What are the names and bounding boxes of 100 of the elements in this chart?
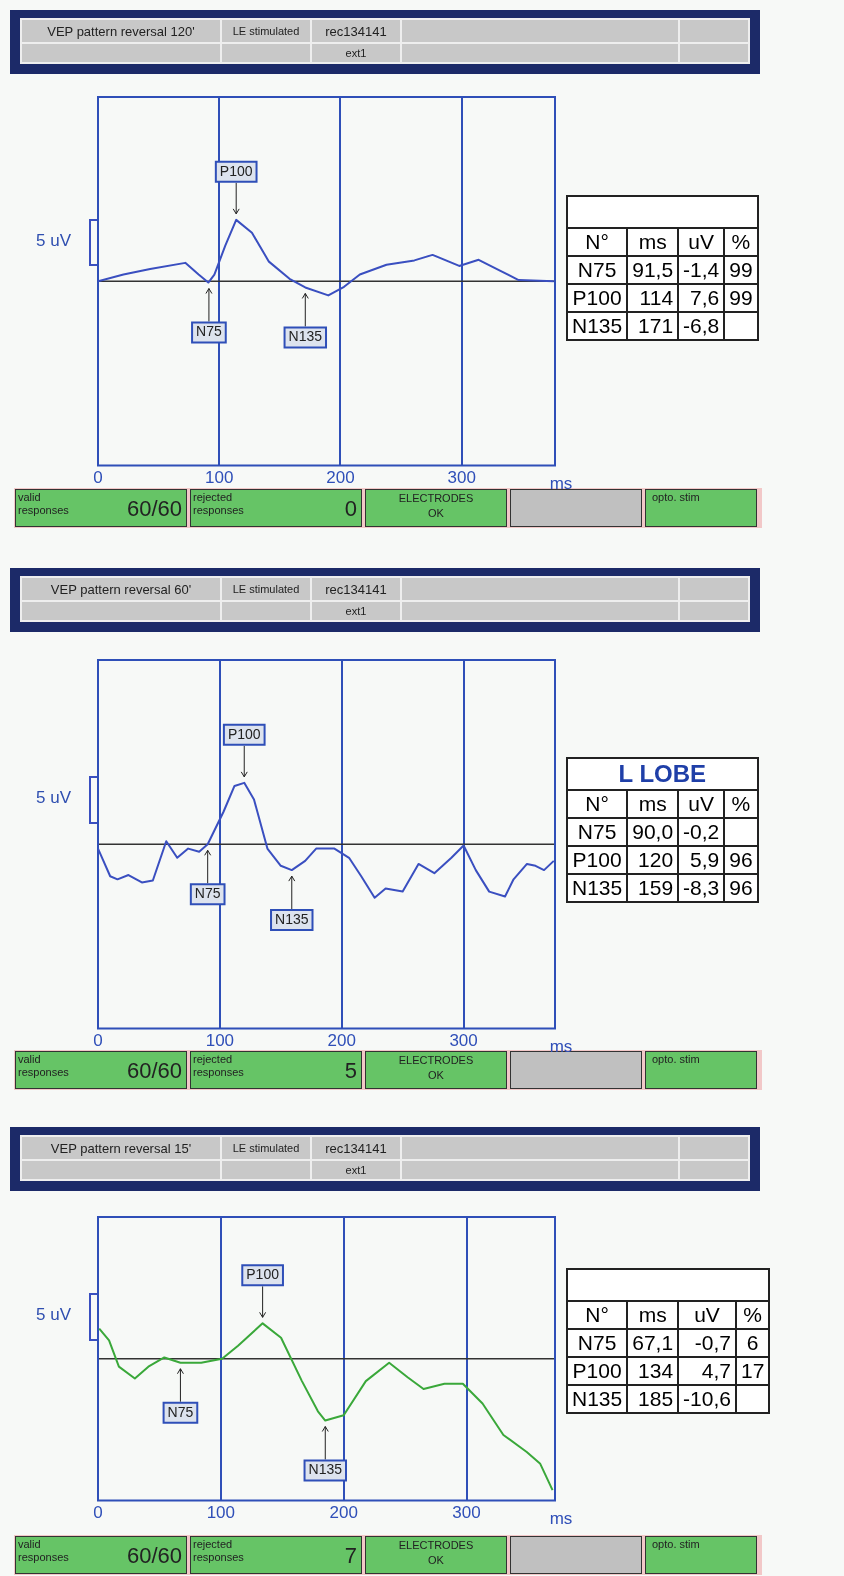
text: LE stimulated [221, 19, 311, 44]
text: 5,9 [678, 846, 725, 874]
text: rejected responses [193, 491, 245, 517]
text: 114 [627, 284, 679, 312]
x-tick-label: 200 [326, 468, 355, 488]
text: ms [627, 1301, 679, 1329]
text: ext1 [311, 601, 401, 621]
text: ELECTRODES OK [397, 491, 475, 521]
text: 171 [627, 312, 679, 340]
annotation: N75 [167, 1403, 194, 1420]
text: ms [627, 228, 679, 256]
text: opto. stim [652, 1053, 701, 1066]
text: 67,1 [627, 1329, 679, 1357]
text: 60/60 [126, 1058, 182, 1084]
text: % [724, 790, 758, 818]
annotation: N135 [288, 328, 323, 345]
text: ms [627, 790, 679, 818]
text: rec134141 [311, 577, 401, 602]
text: 7 [344, 1543, 357, 1569]
text: 5 uV [36, 230, 71, 251]
text: 5 uV [36, 788, 71, 808]
text: uV [678, 790, 725, 818]
text: ext1 [311, 43, 401, 63]
text: -0,2 [678, 818, 725, 846]
text: 99 [724, 256, 758, 284]
text: ELECTRODES OK [397, 1053, 475, 1083]
text: P100 [567, 1357, 628, 1385]
chart-title: VEP pattern reversal 120' [21, 19, 221, 44]
text: 91,5 [627, 256, 679, 284]
text: N75 [567, 818, 628, 846]
x-tick-label: 300 [449, 1031, 478, 1051]
text: N° [567, 228, 628, 256]
text: 60/60 [126, 1543, 182, 1569]
annotation: P100 [227, 725, 261, 742]
text: -0,7 [678, 1329, 736, 1357]
text: -8,3 [678, 874, 725, 902]
text: rejected responses [193, 1538, 245, 1564]
text: LE stimulated [221, 1136, 311, 1161]
x-axis-title: ms [549, 473, 573, 493]
text: 134 [627, 1357, 679, 1385]
x-tick-label: 100 [206, 1503, 236, 1523]
text: 99 [724, 284, 758, 312]
text: 60/60 [126, 496, 182, 522]
x-tick-label: 0 [93, 468, 103, 488]
text: rec134141 [311, 19, 401, 44]
text: -1,4 [678, 256, 725, 284]
text: 120 [627, 846, 679, 874]
chart-title: VEP pattern reversal 15' [21, 1136, 221, 1161]
text: ext1 [311, 1160, 401, 1180]
x-axis-title: ms [549, 1036, 573, 1056]
text: 0 [344, 496, 357, 522]
annotation: N135 [275, 910, 309, 927]
text: rejected responses [193, 1053, 245, 1079]
text: 5 uV [36, 1305, 71, 1325]
text: % [735, 1301, 770, 1329]
text: LE stimulated [221, 577, 311, 602]
annotation: N75 [194, 885, 221, 902]
text: -10,6 [678, 1385, 736, 1413]
text: N135 [567, 874, 628, 902]
text: 17 [735, 1357, 770, 1385]
annotation: P100 [219, 162, 253, 179]
text: 159 [627, 874, 679, 902]
text: N75 [567, 256, 628, 284]
text: valid responses [18, 1053, 70, 1079]
text: L LOBE [567, 758, 758, 790]
text: 4,7 [678, 1357, 736, 1385]
text: opto. stim [652, 491, 701, 504]
chart-title: VEP pattern reversal 60' [21, 577, 221, 602]
x-axis-title: ms [549, 1508, 573, 1528]
text: N° [567, 1301, 628, 1329]
x-tick-label: 100 [205, 1031, 235, 1051]
x-tick-label: 300 [447, 468, 476, 488]
text: valid responses [18, 1538, 70, 1564]
x-tick-label: 200 [327, 1031, 356, 1051]
text: 5 [344, 1058, 357, 1084]
text: P100 [567, 284, 628, 312]
x-tick-label: 300 [452, 1503, 481, 1523]
text: P100 [567, 846, 628, 874]
x-tick-label: 0 [93, 1503, 103, 1523]
text: N135 [567, 1385, 628, 1413]
text: N75 [567, 1329, 628, 1357]
text: 96 [724, 846, 758, 874]
text: N135 [567, 312, 628, 340]
text: opto. stim [652, 1538, 701, 1551]
text: rec134141 [311, 1136, 401, 1161]
text: 185 [627, 1385, 679, 1413]
text: 7,6 [678, 284, 725, 312]
text: 96 [724, 874, 758, 902]
text: valid responses [18, 491, 70, 517]
x-tick-label: 0 [93, 1031, 103, 1051]
text: uV [678, 1301, 736, 1329]
text: 90,0 [627, 818, 679, 846]
text: ELECTRODES OK [397, 1538, 475, 1568]
text: -6,8 [678, 312, 725, 340]
annotation: N75 [196, 323, 222, 340]
text: 6 [735, 1329, 770, 1357]
x-tick-label: 200 [329, 1503, 358, 1523]
annotation: P100 [246, 1266, 280, 1283]
annotation: N135 [308, 1461, 343, 1478]
text: % [724, 228, 758, 256]
